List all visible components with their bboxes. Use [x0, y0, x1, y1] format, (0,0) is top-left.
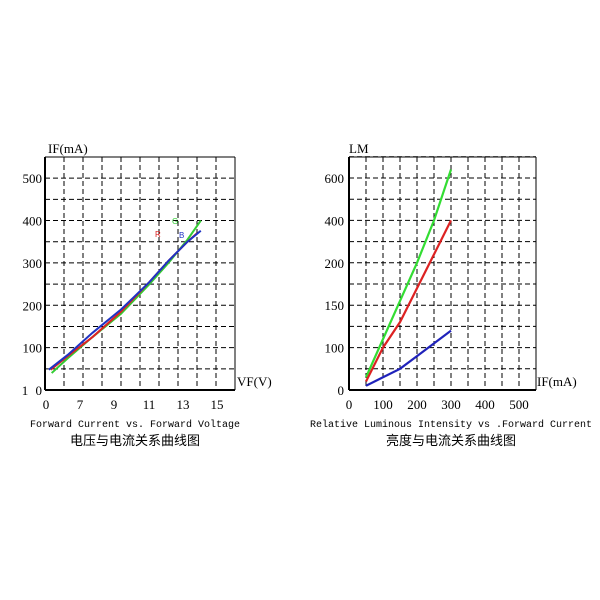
y-tick-label: 600 [325, 171, 345, 186]
y-tick-label: 200 [325, 256, 345, 271]
series-marker-r: R [155, 230, 161, 239]
x-tick-label: 500 [509, 397, 529, 412]
y-tick-label: 0 [338, 383, 345, 398]
y-tick-label: 500 [23, 171, 43, 186]
y-tick-label: 400 [325, 213, 345, 228]
y-axis-label: LM [349, 141, 369, 156]
chart-subtitle: Forward Current vs. Forward Voltage [30, 419, 240, 431]
x-tick-label: 300 [441, 397, 461, 412]
y-tick-label: 300 [23, 256, 43, 271]
x-tick-label: 100 [373, 397, 393, 412]
x-tick-label: 7 [77, 397, 84, 412]
y-tick-label: 150 [325, 298, 345, 313]
series-marker-g: G [172, 217, 178, 226]
x-axis-label: IF(mA) [537, 374, 577, 389]
series-marker-b: B [179, 231, 184, 240]
chart-title: 电压与电流关系曲线图 [70, 434, 200, 449]
chart-subtitle: Relative Luminous Intensity vs .Forward … [310, 419, 592, 431]
series-line-b [365, 329, 452, 387]
x-tick-label: 0 [346, 397, 353, 412]
chart-forward-current-vs-voltage: 0 100 200 300 400 500 0 7 9 11 13 15 1 IF(mA) VF(V) For… [22, 141, 272, 449]
series-line-g [364, 169, 453, 378]
x-axis-label: VF(V) [237, 374, 272, 389]
x-tick-label: 0 [43, 397, 50, 412]
chart-title: 亮度与电流关系曲线图 [386, 433, 516, 449]
chart-luminous-vs-current: 0 100 150 200 400 600 0 100 200 300 400 500 LM IF(mA)… [310, 141, 592, 449]
x-tick-label: 400 [475, 397, 495, 412]
x-tick-label: 11 [143, 397, 156, 412]
x-tick-label: 15 [211, 397, 224, 412]
y-tick-label: 100 [23, 341, 43, 356]
series-line-r [365, 219, 452, 383]
y-axis-label: IF(mA) [48, 141, 88, 156]
y-tick-label: 400 [23, 214, 43, 229]
x-tick-label: 1 [22, 383, 29, 398]
y-tick-label: 100 [325, 341, 345, 356]
series-line-b [48, 229, 202, 371]
x-tick-label: 9 [111, 397, 118, 412]
x-tick-label: 200 [407, 397, 427, 412]
y-tick-label: 200 [23, 298, 43, 313]
x-tick-label: 13 [177, 397, 190, 412]
y-tick-label: 0 [36, 383, 43, 398]
